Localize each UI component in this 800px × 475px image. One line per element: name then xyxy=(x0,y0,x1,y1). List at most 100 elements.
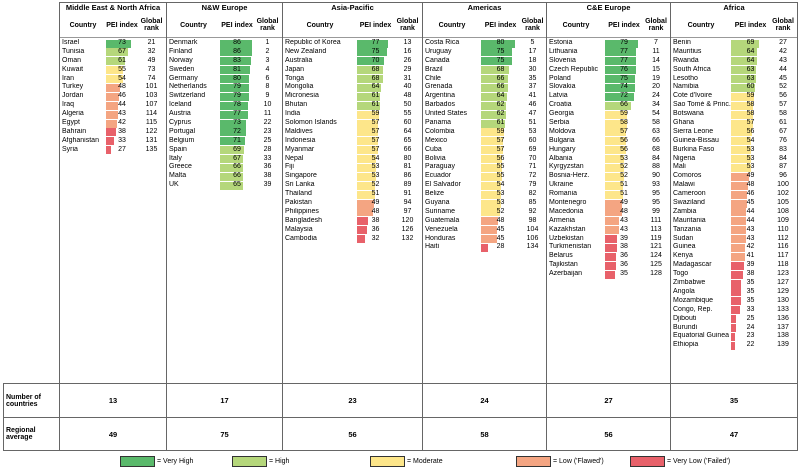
country-row: Macedonia 48 99 xyxy=(547,208,670,217)
pei-cell: 63 xyxy=(731,66,770,75)
country-name: Afghanistan xyxy=(62,136,99,144)
pei-cell: 64 xyxy=(357,83,394,92)
global-rank: 33 xyxy=(263,154,272,162)
pei-cell: 63 xyxy=(731,75,770,84)
country-name: Benin xyxy=(673,39,691,46)
pei-bar xyxy=(731,92,754,101)
pei-value: 73 xyxy=(233,119,241,127)
global-rank: 35 xyxy=(528,74,537,82)
global-rank: 100 xyxy=(777,181,789,189)
pei-value: 55 xyxy=(496,163,505,171)
global-rank: 31 xyxy=(403,74,412,82)
pei-value: 46 xyxy=(118,92,126,100)
country-row: Venezuela 45 104 xyxy=(423,226,546,235)
country-row: Benin 69 27 xyxy=(671,39,797,48)
country-name: Norway xyxy=(169,56,193,64)
country-name: Cambodia xyxy=(285,234,317,242)
country-name: Montenegro xyxy=(549,199,587,207)
country-name: Denmark xyxy=(169,39,198,46)
country-row: Guatemala 48 98 xyxy=(423,217,546,226)
country-row: Mongolia 64 40 xyxy=(283,83,422,92)
country-row: Bahrain 38 122 xyxy=(60,128,166,137)
country-row: Hungary 56 68 xyxy=(547,146,670,155)
pei-cell: 55 xyxy=(106,66,138,75)
pei-bar xyxy=(731,297,742,306)
pei-bar xyxy=(731,332,736,341)
country-name: Thailand xyxy=(285,190,312,198)
pei-bar xyxy=(605,199,623,208)
pei-bar xyxy=(481,208,501,217)
pei-value: 74 xyxy=(620,83,628,91)
pei-cell: 49 xyxy=(731,172,770,181)
pei-bar xyxy=(605,119,627,128)
pei-bar xyxy=(106,119,118,128)
global-rank: 11 xyxy=(263,110,272,118)
pei-value: 61 xyxy=(118,56,126,64)
pei-cell: 57 xyxy=(357,128,394,137)
pei-bar xyxy=(731,341,735,350)
country-row: Suriname 52 92 xyxy=(423,208,546,217)
pei-bar xyxy=(481,226,497,235)
pei-bar xyxy=(605,101,631,110)
pei-cell: 77 xyxy=(220,110,254,119)
country-name: Rwanda xyxy=(673,56,699,64)
pei-value: 56 xyxy=(496,154,505,162)
pei-cell: 61 xyxy=(481,119,520,128)
global-rank: 1 xyxy=(265,39,270,46)
global-rank: 37 xyxy=(528,83,537,91)
global-rank: 49 xyxy=(147,56,156,64)
country-name: Israel xyxy=(62,39,80,46)
country-row: Turkmenistan 38 121 xyxy=(547,243,670,252)
country-row: Belgium 71 25 xyxy=(167,137,282,146)
country-name: Cuba xyxy=(425,145,442,153)
pei-cell: 80 xyxy=(481,39,520,48)
country-row: Equatorial Guinea 23 138 xyxy=(671,332,797,341)
country-row: Portugal 72 23 xyxy=(167,128,282,137)
global-rank: 19 xyxy=(652,74,660,82)
pei-value: 43 xyxy=(620,225,628,233)
country-row: Spain 69 28 xyxy=(167,146,282,155)
global-rank: 14 xyxy=(652,56,660,64)
pei-cell: 57 xyxy=(605,128,643,137)
country-name: Kenya xyxy=(673,252,693,260)
country-name: Paraguay xyxy=(425,163,455,171)
region-title: Africa xyxy=(723,3,745,12)
country-row: Bosnia-Herz. 52 90 xyxy=(547,172,670,181)
pei-value: 56 xyxy=(620,145,628,153)
pei-value: 32 xyxy=(371,234,380,242)
pei-bar xyxy=(731,181,749,190)
country-name: Malawi xyxy=(673,181,695,189)
pei-cell: 72 xyxy=(605,92,643,101)
pei-bar xyxy=(357,172,376,181)
country-name: Sweden xyxy=(169,65,195,73)
country-name: Indonesia xyxy=(285,136,316,144)
global-rank: 10 xyxy=(263,101,272,109)
country-name: Sao Tomé & Princ. xyxy=(673,101,731,109)
global-rank: 82 xyxy=(528,190,537,198)
header-country: Country xyxy=(438,21,466,29)
country-name: Kyrgyzstan xyxy=(549,163,584,171)
pei-cell: 59 xyxy=(731,92,770,101)
header-global-rank: Global rank xyxy=(645,18,667,32)
pei-cell: 54 xyxy=(731,137,770,146)
pei-cell: 60 xyxy=(731,83,770,92)
pei-bar xyxy=(731,190,748,199)
global-rank: 109 xyxy=(777,216,789,224)
country-name: Portugal xyxy=(169,127,196,135)
country-name: Honduras xyxy=(425,234,456,242)
count-americas: 24 xyxy=(422,383,547,418)
pei-bar xyxy=(220,110,248,119)
global-rank: 132 xyxy=(401,234,414,242)
pei-cell: 57 xyxy=(357,137,394,146)
pei-bar xyxy=(731,261,744,270)
column-headers: Country PEI index Global rank xyxy=(283,13,422,38)
pei-cell: 49 xyxy=(357,199,394,208)
pei-cell: 41 xyxy=(731,252,770,261)
country-name: Burkina Faso xyxy=(673,145,715,153)
country-row: Malawi 48 100 xyxy=(671,181,797,190)
country-name: Burundi xyxy=(673,323,698,331)
pei-cell: 42 xyxy=(106,119,138,128)
pei-bar xyxy=(605,75,636,84)
global-rank: 123 xyxy=(777,270,789,278)
global-rank: 55 xyxy=(403,110,412,118)
